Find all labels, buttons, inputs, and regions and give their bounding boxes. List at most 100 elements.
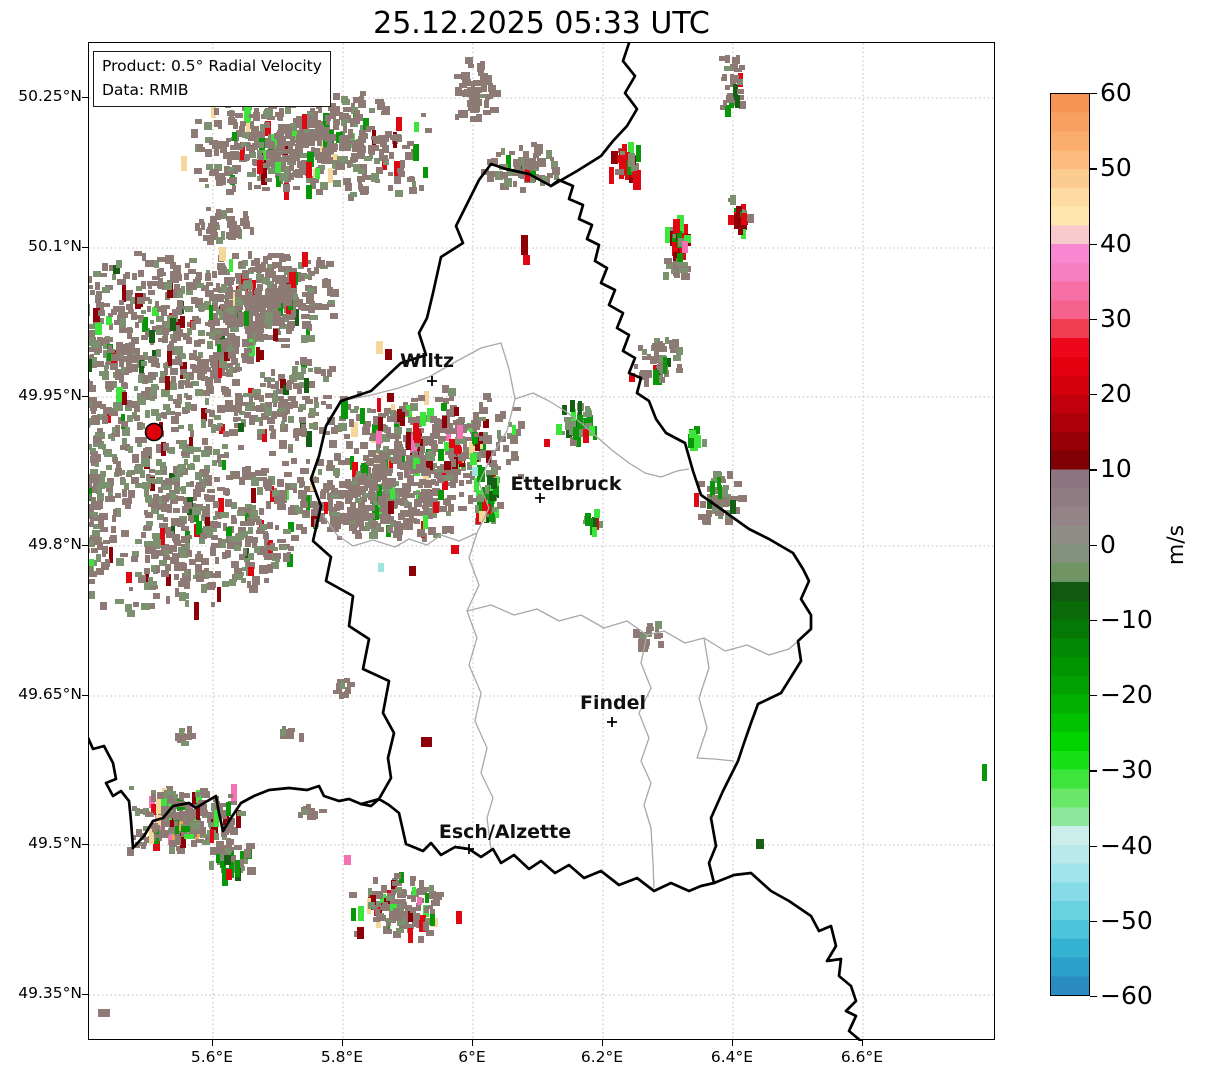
radar-echo	[205, 377, 213, 386]
radar-echo	[231, 518, 237, 524]
radar-echo	[119, 300, 124, 305]
radar-echo	[487, 475, 493, 485]
radar-echo	[148, 285, 152, 289]
radar-echo	[356, 414, 362, 421]
radar-echo	[414, 122, 419, 132]
radar-echo	[273, 390, 278, 398]
radar-echo	[476, 99, 482, 106]
radar-echo	[105, 559, 110, 567]
radar-echo	[383, 926, 388, 934]
radar-echo	[153, 827, 157, 833]
radar-echo	[329, 440, 337, 448]
radar-echo	[550, 157, 554, 161]
radar-echo	[571, 409, 576, 423]
colorbar-unit-label: m/s	[1164, 524, 1189, 566]
radar-echo	[93, 512, 98, 518]
radar-echo	[278, 497, 285, 505]
radar-echo	[490, 107, 499, 113]
radar-echo	[273, 547, 278, 551]
radar-echo	[215, 213, 221, 220]
radar-echo	[609, 167, 614, 184]
radar-echo	[151, 547, 156, 555]
radar-echo	[663, 357, 667, 374]
radar-echo	[130, 297, 135, 304]
radar-echo	[137, 442, 142, 447]
radar-echo	[238, 527, 246, 533]
radar-echo	[723, 100, 727, 106]
figure-title: 25.12.2025 05:33 UTC	[373, 6, 710, 41]
radar-echo	[181, 286, 185, 294]
radar-echo	[134, 251, 142, 256]
radar-echo	[260, 334, 268, 340]
radar-echo	[449, 455, 454, 460]
radar-echo	[331, 106, 340, 113]
radar-echo	[400, 449, 406, 456]
radar-echo	[291, 535, 299, 541]
radar-echo	[230, 327, 239, 332]
radar-echo	[324, 278, 328, 287]
radar-echo	[234, 423, 241, 428]
radar-echo	[248, 182, 252, 190]
radar-echo	[251, 510, 258, 519]
radar-echo	[157, 792, 165, 799]
radar-echo	[388, 501, 394, 514]
radar-echo	[211, 543, 220, 548]
radar-echo	[246, 117, 250, 133]
radar-echo	[368, 145, 376, 150]
x-tick-label: 6.4°E	[710, 1048, 754, 1066]
radar-echo	[530, 166, 536, 182]
radar-echo	[198, 330, 205, 336]
radar-echo	[722, 74, 727, 81]
radar-echo	[141, 532, 146, 538]
radar-echo	[176, 346, 182, 351]
radar-echo	[287, 130, 294, 139]
radar-echo	[161, 570, 169, 577]
radar-echo	[252, 280, 256, 296]
radar-echo	[218, 120, 222, 129]
radar-echo	[193, 279, 198, 284]
radar-echo	[160, 371, 167, 377]
radar-echo	[277, 539, 286, 543]
radar-echo	[132, 806, 137, 811]
radar-echo	[202, 812, 210, 816]
radar-echo	[353, 97, 360, 103]
radar-echo	[280, 379, 286, 388]
radar-echo	[144, 391, 151, 400]
radar-echo	[380, 456, 385, 464]
radar-echo	[90, 448, 96, 452]
radar-echo	[412, 920, 419, 927]
radar-echo	[397, 168, 404, 173]
radar-echo	[267, 255, 272, 260]
radar-echo	[377, 485, 382, 502]
radar-echo	[162, 485, 171, 490]
x-tick-mark	[342, 1040, 344, 1046]
radar-echo	[186, 372, 194, 380]
radar-echo	[197, 144, 203, 149]
radar-echo	[738, 220, 743, 235]
radar-echo	[89, 347, 93, 352]
radar-echo	[186, 282, 191, 290]
radar-echo	[169, 447, 175, 454]
radar-echo	[491, 478, 497, 489]
radar-echo	[400, 922, 407, 929]
radar-echo	[405, 522, 413, 527]
radar-echo	[232, 379, 240, 386]
radar-echo	[414, 429, 421, 443]
radar-echo	[151, 358, 159, 367]
radar-echo	[203, 526, 211, 533]
radar-echo	[191, 404, 197, 411]
radar-echo	[728, 215, 734, 225]
radar-echo	[217, 177, 226, 185]
radar-echo	[293, 293, 297, 300]
radar-echo	[218, 498, 224, 512]
radar-echo	[444, 442, 449, 451]
radar-echo	[134, 386, 138, 391]
radar-echo	[349, 140, 356, 145]
radar-echo	[578, 401, 582, 419]
radar-echo	[227, 540, 234, 549]
radar-echo	[430, 433, 439, 439]
radar-echo	[363, 421, 371, 427]
radar-echo	[321, 401, 326, 405]
radar-echo	[222, 444, 228, 449]
radar-echo	[200, 469, 209, 477]
